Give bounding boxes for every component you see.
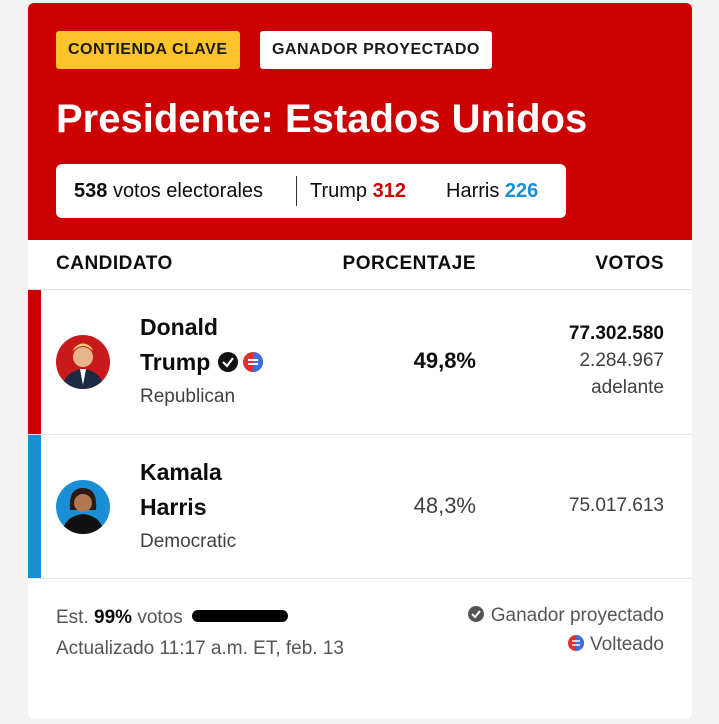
badge: CONTIENDA CLAVE <box>56 31 240 69</box>
results-card: CONTIENDA CLAVE GANADOR PROYECTADO Presi… <box>28 3 692 719</box>
summary-harris: Harris 226 <box>446 164 538 218</box>
first-name: Kamala <box>140 459 222 485</box>
badge: GANADOR PROYECTADO <box>260 31 492 69</box>
party: Democratic <box>140 531 237 552</box>
flip-icon <box>567 635 584 651</box>
progress-bar <box>192 610 289 622</box>
check-icon <box>468 606 485 622</box>
last-name: Trump <box>140 349 211 375</box>
party: Republican <box>140 386 236 407</box>
summary-trump: Trump 312 <box>310 164 406 218</box>
votes: 77.302.580 <box>568 323 664 344</box>
avatar <box>56 335 110 389</box>
column-header: CANDIDATO <box>56 253 173 274</box>
column-header: PORCENTAJE <box>342 253 476 274</box>
est-prefix: Est. <box>56 607 89 628</box>
legend-label: Volteado <box>590 634 664 655</box>
column-header: VOTOS <box>595 253 664 274</box>
candidate-row: Donald Trump Republican 49,8% 77.302.580… <box>28 290 692 435</box>
candidate-electoral: 312 <box>372 180 406 202</box>
last-name-line: Trump <box>140 345 263 380</box>
candidate-row: Kamala Harris Democratic 48,3% 75.017.613 <box>28 435 692 579</box>
status-icons <box>217 352 263 372</box>
legend-flip: Volteado <box>567 634 664 656</box>
legend-winner: Ganador proyectado <box>467 605 664 627</box>
header: CONTIENDA CLAVE GANADOR PROYECTADO Presi… <box>28 3 692 240</box>
candidate-name: Harris <box>446 180 500 202</box>
estimate: Est. 99% votos <box>56 607 289 629</box>
candidate-name: Kamala Harris <box>140 455 222 525</box>
title: Presidente: Estados Unidos <box>56 97 588 141</box>
electoral-label: votos electorales <box>112 180 264 202</box>
party-stripe <box>28 435 41 578</box>
updated: Actualizado 11:17 a.m. ET, feb. 13 <box>56 638 344 659</box>
avatar <box>56 480 110 534</box>
first-name: Donald <box>140 314 218 340</box>
last-name: Harris <box>140 494 207 520</box>
divider <box>296 176 297 206</box>
votes: 75.017.613 <box>568 495 664 516</box>
candidate-name: Donald Trump <box>140 310 263 380</box>
percent: 49,8% <box>413 348 476 373</box>
lead: 2.284.967 <box>579 350 664 371</box>
avatar-image <box>62 343 104 389</box>
summary: 538 votos electorales Trump 312 Harris 2… <box>56 164 566 218</box>
est-suffix: votos <box>137 607 183 628</box>
lead-label: adelante <box>591 377 664 398</box>
party-stripe <box>28 290 41 434</box>
electoral-votes: 538 <box>74 180 108 202</box>
legend-label: Ganador proyectado <box>490 605 664 626</box>
avatar-image <box>62 488 104 534</box>
votes-block: 77.302.580 2.284.967 adelante <box>569 320 664 401</box>
candidate-name: Trump <box>310 180 368 202</box>
percent: 48,3% <box>413 493 476 518</box>
candidate-electoral: 226 <box>504 180 539 202</box>
est-value: 99% <box>94 607 133 628</box>
electoral-summary: 538 votos electorales <box>74 164 263 218</box>
separator <box>28 289 692 290</box>
